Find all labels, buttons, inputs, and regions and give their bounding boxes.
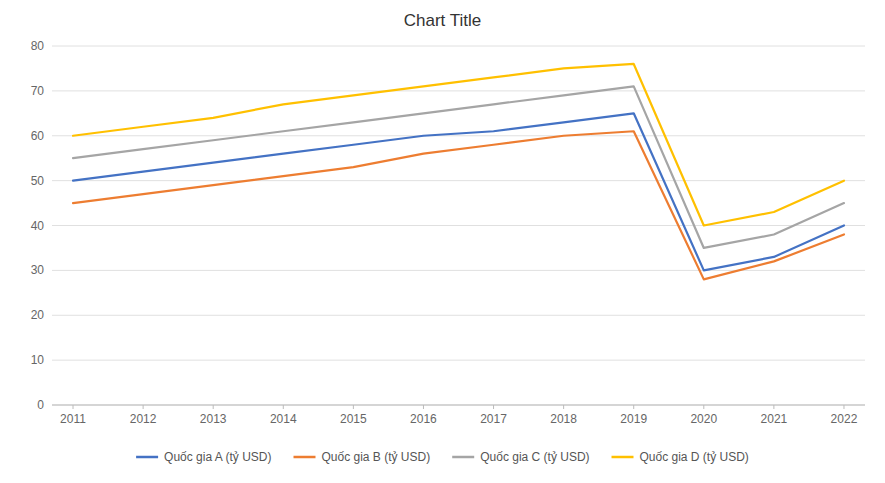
legend-swatch [294, 456, 316, 459]
grid-line [52, 46, 865, 47]
legend-item: Quốc gia A (tỷ USD) [136, 450, 271, 464]
grid-line [52, 405, 865, 406]
grid-line [52, 180, 865, 181]
chart: Chart Title 0 10 20 30 40 50 60 70 80 2011 2012 2013… [0, 0, 885, 483]
x-axis-line [52, 405, 865, 406]
x-tick-label: 2011 [60, 412, 86, 426]
x-tick-label: 2015 [340, 412, 367, 426]
x-tick [773, 405, 774, 409]
series-lines [73, 64, 844, 279]
series-line [73, 113, 844, 270]
legend-label: Quốc gia B (tỷ USD) [322, 450, 431, 464]
legend-label: Quốc gia A (tỷ USD) [164, 450, 271, 464]
x-tick-label: 2017 [480, 412, 507, 426]
grid-line [52, 360, 865, 361]
x-tick [353, 405, 354, 409]
y-tick-label: 10 [31, 353, 45, 367]
grid-line [52, 225, 865, 226]
x-tick-label: 2012 [130, 412, 157, 426]
x-tick-label: 2021 [761, 412, 788, 426]
y-tick-label: 20 [31, 308, 45, 322]
legend: Quốc gia A (tỷ USD) Quốc gia B (tỷ USD) Qu… [136, 450, 749, 464]
legend-label: Quốc gia D (tỷ USD) [640, 450, 749, 464]
y-tick-label: 40 [31, 219, 45, 233]
legend-item: Quốc gia D (tỷ USD) [612, 450, 749, 464]
series-line [73, 64, 844, 226]
legend-swatch [612, 456, 634, 459]
x-tick-label: 2020 [690, 412, 717, 426]
x-tick-label: 2022 [831, 412, 858, 426]
x-tick-label: 2016 [410, 412, 437, 426]
legend-swatch [136, 456, 158, 459]
y-tick-label: 70 [31, 84, 45, 98]
x-tick [493, 405, 494, 409]
legend-item: Quốc gia C (tỷ USD) [452, 450, 589, 464]
grid-line [52, 135, 865, 136]
x-tick [283, 405, 284, 409]
x-tick [703, 405, 704, 409]
y-tick-label: 60 [31, 129, 45, 143]
y-tick-label: 80 [31, 39, 45, 53]
grid [52, 46, 865, 405]
grid-line [52, 90, 865, 91]
title: Chart Title [404, 11, 481, 30]
x-tick-label: 2014 [270, 412, 297, 426]
x-tick-label: 2019 [620, 412, 647, 426]
y-tick-label: 30 [31, 263, 45, 277]
x-tick [213, 405, 214, 409]
legend-item: Quốc gia B (tỷ USD) [294, 450, 431, 464]
x-tick [73, 405, 74, 409]
y-tick-label: 0 [37, 398, 44, 412]
series-line [73, 131, 844, 279]
x-tick [843, 405, 844, 409]
grid-line [52, 315, 865, 316]
x-tick [633, 405, 634, 409]
x-tick-label: 2018 [550, 412, 577, 426]
x-tick [423, 405, 424, 409]
x-tick [563, 405, 564, 409]
legend-label: Quốc gia C (tỷ USD) [480, 450, 589, 464]
x-tick [143, 405, 144, 409]
series-line [73, 86, 844, 248]
legend-swatch [452, 456, 474, 459]
x-tick-label: 2013 [200, 412, 227, 426]
y-tick-label: 50 [31, 174, 45, 188]
